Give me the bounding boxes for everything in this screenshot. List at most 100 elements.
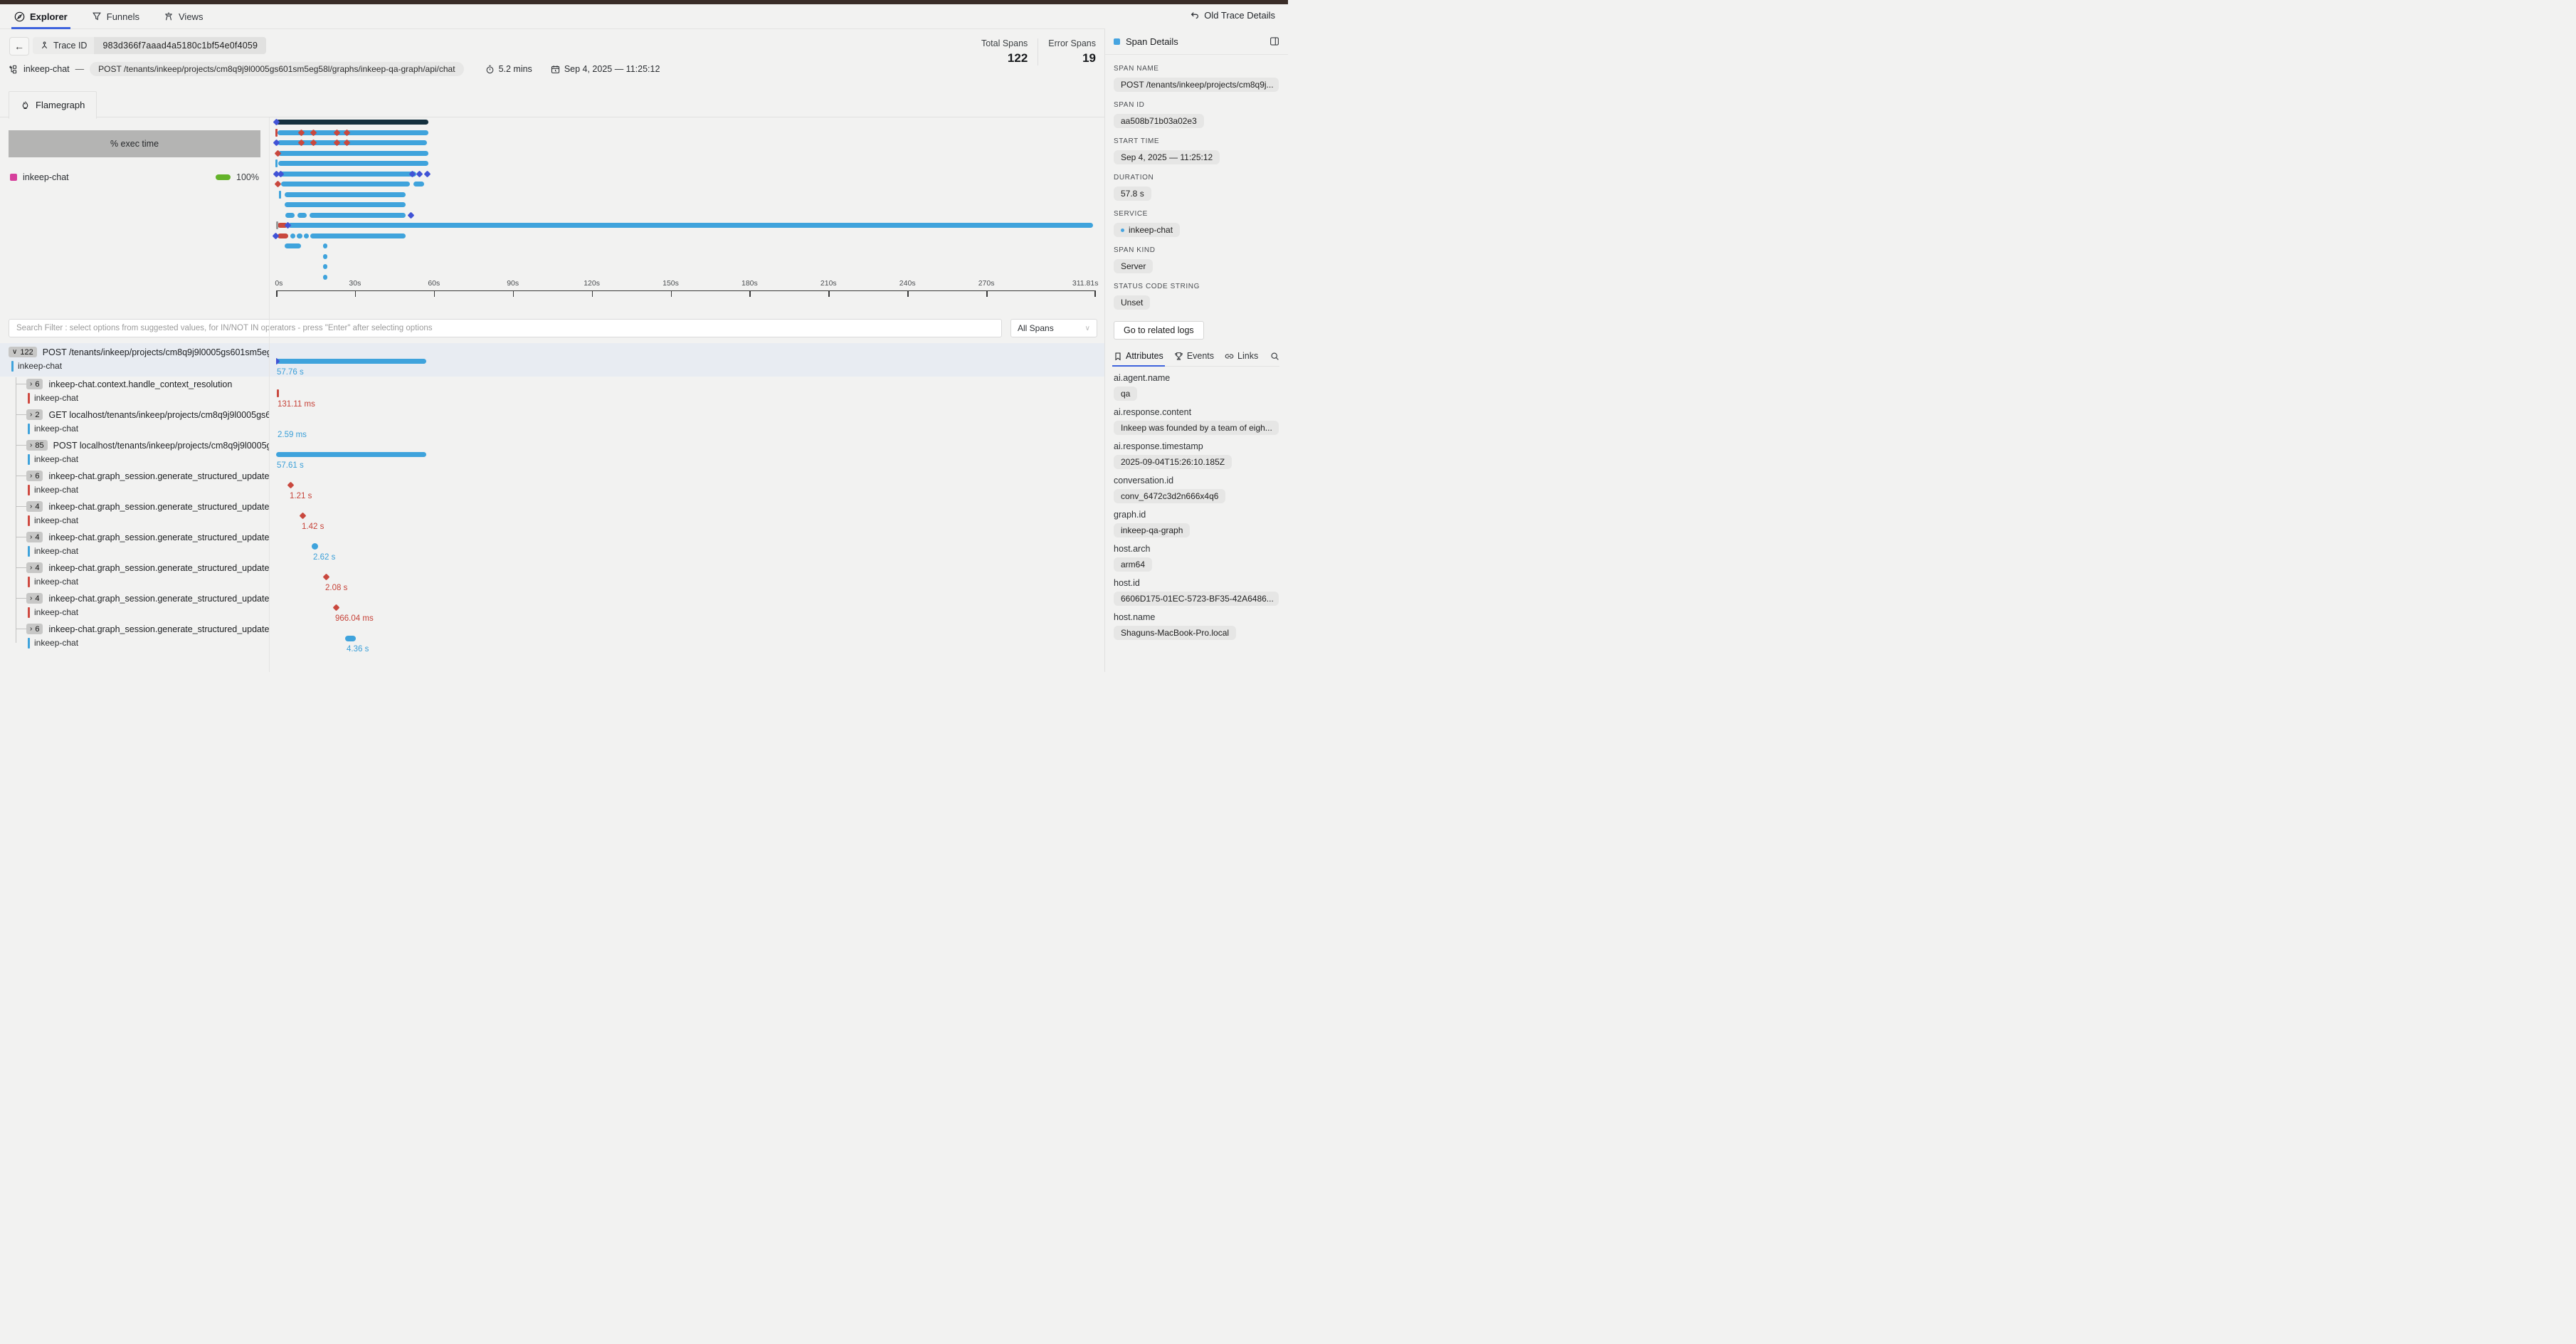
tick-marker[interactable] (279, 191, 281, 199)
waterfall-bar[interactable] (276, 359, 426, 364)
diamond-marker[interactable] (416, 170, 423, 177)
span-tree-row[interactable]: › 4 inkeep-chat.graph_session.generate_str… (0, 591, 269, 621)
span-count-badge[interactable]: › 4 (26, 562, 43, 573)
flamegraph-span-bar[interactable] (304, 233, 309, 238)
span-tree-row[interactable]: › 6 inkeep-chat.graph_session.generate_str… (0, 468, 269, 499)
span-count-badge[interactable]: ∨ 122 (9, 347, 37, 357)
chevron-right-icon: › (30, 532, 33, 541)
trace-id-chip[interactable]: Trace ID 983d366f7aaad4a5180c1bf54e0f405… (33, 37, 267, 54)
go-to-related-logs-button[interactable]: Go to related logs (1114, 321, 1204, 340)
attributes-search-icon[interactable] (1270, 352, 1279, 361)
service-color-swatch (10, 174, 17, 181)
flamegraph-tab[interactable]: Flamegraph (9, 91, 97, 119)
span-count-badge[interactable]: › 4 (26, 501, 43, 512)
dot-marker[interactable] (312, 543, 318, 550)
tab-links[interactable]: Links (1225, 351, 1258, 361)
tick-marker[interactable] (277, 389, 279, 397)
diamond-marker[interactable] (332, 604, 340, 611)
span-name[interactable]: inkeep-chat.graph_session.generate_struc… (48, 471, 269, 481)
tab-events[interactable]: Events (1174, 351, 1214, 361)
waterfall-row: 4.36 s (276, 621, 1104, 653)
exec-time-header[interactable]: % exec time (9, 130, 260, 157)
flamegraph-span-bar[interactable] (278, 233, 288, 238)
flamegraph-span-bar[interactable] (310, 213, 406, 218)
flamegraph-span-bar[interactable] (278, 151, 428, 156)
span-name[interactable]: GET localhost/tenants/inkeep/projects/cm… (48, 409, 269, 420)
span-count-badge[interactable]: › 4 (26, 532, 43, 542)
tick-marker[interactable] (275, 129, 278, 137)
span-tree-row[interactable]: › 85 POST localhost/tenants/inkeep/project… (0, 438, 269, 468)
flamegraph-span-bar[interactable] (285, 192, 406, 197)
span-tree-row[interactable]: › 4 inkeep-chat.graph_session.generate_str… (0, 560, 269, 591)
flamegraph-span-bar[interactable] (278, 161, 428, 166)
tab-explorer[interactable]: Explorer (11, 4, 70, 29)
span-name[interactable]: inkeep-chat.graph_session.generate_struc… (48, 593, 269, 604)
tab-funnels[interactable]: Funnels (89, 4, 142, 28)
flamegraph-span-bar[interactable] (285, 213, 295, 218)
flamegraph-span-bar[interactable] (323, 254, 327, 259)
span-tree-row[interactable]: › 4 inkeep-chat.graph_session.generate_str… (0, 530, 269, 560)
diamond-marker[interactable] (423, 170, 431, 177)
tab-attributes[interactable]: Attributes (1112, 351, 1165, 367)
total-spans-value: 122 (1007, 51, 1028, 65)
flamegraph-span-bar[interactable] (323, 243, 327, 248)
diamond-marker[interactable] (407, 211, 415, 219)
diamond-marker[interactable] (287, 481, 295, 488)
span-tree-row-root[interactable]: ∨ 122 POST /tenants/inkeep/projects/cm8q9j… (0, 345, 269, 375)
span-service-row: inkeep-chat (28, 392, 269, 404)
span-name[interactable]: POST localhost/tenants/inkeep/projects/c… (53, 440, 269, 451)
views-icon (164, 11, 174, 21)
flamegraph-span-bar[interactable] (281, 182, 410, 187)
flamegraph-span-bar[interactable] (297, 213, 307, 218)
span-tree-row[interactable]: › 4 inkeep-chat.graph_session.generate_str… (0, 499, 269, 530)
waterfall-row: 1.21 s (276, 468, 1104, 500)
span-name[interactable]: inkeep-chat.graph_session.generate_struc… (48, 562, 269, 573)
trace-duration: 5.2 mins (498, 64, 532, 74)
span-tree-row[interactable]: › 2 GET localhost/tenants/inkeep/projects/… (0, 407, 269, 438)
flamegraph-span-bar[interactable] (278, 140, 427, 145)
attribute-key: ai.response.content (1114, 407, 1192, 417)
flamegraph-span-bar[interactable] (285, 202, 406, 207)
flamegraph-span-bar[interactable] (290, 233, 295, 238)
flamegraph-span-bar[interactable] (278, 130, 428, 135)
flamegraph-span-bar[interactable] (310, 233, 406, 238)
span-tree-row[interactable]: › 6 inkeep-chat.graph_session.generate_str… (0, 621, 269, 652)
tick-marker[interactable] (276, 221, 278, 229)
span-name[interactable]: inkeep-chat.context.handle_context_resol… (48, 379, 233, 389)
span-scope-select[interactable]: All Spans ∨ (1010, 319, 1097, 337)
flamegraph-span-bar[interactable] (279, 172, 416, 177)
tab-views[interactable]: Views (161, 4, 206, 28)
span-count-badge[interactable]: › 85 (26, 440, 48, 451)
span-count-badge[interactable]: › 2 (26, 409, 43, 420)
span-name[interactable]: inkeep-chat.graph_session.generate_struc… (48, 624, 269, 634)
flamegraph-span-bar[interactable] (276, 120, 428, 125)
diamond-marker[interactable] (274, 180, 282, 187)
flamegraph-span-bar[interactable] (323, 275, 327, 280)
diamond-marker[interactable] (322, 573, 330, 580)
back-button[interactable]: ← (9, 37, 29, 56)
waterfall-bar[interactable] (276, 452, 426, 457)
span-count-badge[interactable]: › 6 (26, 471, 43, 481)
pill-marker[interactable] (345, 635, 356, 641)
span-count-badge[interactable]: › 6 (26, 379, 43, 389)
span-name[interactable]: inkeep-chat.graph_session.generate_struc… (48, 532, 269, 542)
flamegraph-span-bar[interactable] (288, 223, 1093, 228)
old-trace-details-link[interactable]: Old Trace Details (1190, 10, 1275, 21)
attribute-key: host.id (1114, 578, 1140, 588)
span-count-badge[interactable]: › 6 (26, 624, 43, 634)
span-tree-row[interactable]: › 6 inkeep-chat.context.handle_context_res… (0, 377, 269, 407)
diamond-marker[interactable] (299, 512, 307, 519)
tick-marker[interactable] (275, 159, 278, 167)
span-name[interactable]: POST /tenants/inkeep/projects/cm8q9j9l00… (42, 347, 269, 357)
span-name[interactable]: inkeep-chat.graph_session.generate_struc… (48, 501, 269, 512)
search-filter-input[interactable] (9, 319, 1002, 337)
flamegraph-canvas[interactable] (272, 118, 1100, 282)
flamegraph-span-bar[interactable] (278, 223, 287, 228)
span-count-badge[interactable]: › 4 (26, 593, 43, 604)
flamegraph-span-bar[interactable] (285, 243, 301, 248)
legend-row-inkeep-chat[interactable]: inkeep-chat 100% (10, 172, 259, 183)
flamegraph-span-bar[interactable] (297, 233, 302, 238)
flamegraph-span-bar[interactable] (323, 264, 327, 269)
flamegraph-span-bar[interactable] (413, 182, 424, 187)
panel-toggle-icon[interactable] (1269, 36, 1279, 46)
